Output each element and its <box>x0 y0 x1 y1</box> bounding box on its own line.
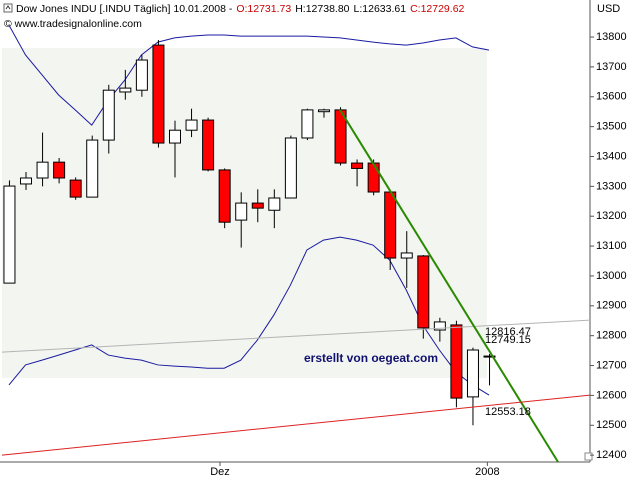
menu-icon-glyph <box>5 5 11 10</box>
y-tick-label: 12400 <box>596 449 627 461</box>
x-tick-label: 2008 <box>475 466 499 478</box>
candle-body <box>400 252 413 259</box>
y-tick-label: 13700 <box>596 61 627 73</box>
resize-handle[interactable] <box>584 452 593 461</box>
x-tick-label: Dez <box>210 466 230 478</box>
candle-body <box>268 197 281 211</box>
currency-label: USD <box>597 3 620 15</box>
candle-body <box>417 255 430 329</box>
candle-body <box>86 139 99 198</box>
y-tick-label: 13100 <box>596 240 627 252</box>
candle-body <box>466 349 479 398</box>
bollinger-band <box>8 24 490 126</box>
y-tick-label: 12800 <box>596 330 627 342</box>
y-tick-label: 13600 <box>596 91 627 103</box>
candle-body <box>450 324 463 399</box>
candle-body <box>20 177 33 185</box>
y-tick-label: 13500 <box>596 121 627 133</box>
candle-body <box>218 169 231 223</box>
candle-body <box>367 162 380 193</box>
candle-body <box>384 191 397 259</box>
candle-body <box>235 202 248 221</box>
candle-body <box>53 161 66 179</box>
candle-body <box>119 87 132 93</box>
candle-body <box>102 89 115 141</box>
candle-body <box>483 355 496 358</box>
y-tick-label: 13000 <box>596 270 627 282</box>
y-tick-label: 12500 <box>596 419 627 431</box>
menu-icon[interactable] <box>3 3 13 13</box>
candle-body <box>152 44 165 144</box>
candle-body <box>317 109 330 113</box>
line-value-label: 12816.47 <box>485 326 531 338</box>
chart-subtitle: © www.tradesignalonline.com <box>4 18 142 30</box>
y-tick-label: 12700 <box>596 359 627 371</box>
candle-body <box>433 321 446 331</box>
candle-body <box>251 202 264 209</box>
candle-body <box>69 179 82 198</box>
y-tick-label: 13200 <box>596 210 627 222</box>
candle-body <box>135 59 148 91</box>
trend-line <box>1 394 591 456</box>
watermark: erstellt von oegeat.com <box>304 351 438 365</box>
y-tick-label: 13400 <box>596 150 627 162</box>
y-tick-label: 13800 <box>596 31 627 43</box>
y-tick-label: 12900 <box>596 300 627 312</box>
y-tick-label: 12600 <box>596 389 627 401</box>
title-part: Dow Jones INDU [.INDU Täglich] 10.01.200… <box>16 3 233 15</box>
candle-body <box>3 185 16 284</box>
candle-body <box>36 161 49 179</box>
candle-body <box>301 109 314 139</box>
y-tick-label: 13300 <box>596 180 627 192</box>
line-value-label: 12553.18 <box>485 406 531 418</box>
candle-body <box>284 137 297 199</box>
title-part: L:12633.61 <box>354 3 407 15</box>
bollinger-band <box>8 236 490 396</box>
candle-body <box>185 119 198 131</box>
line-value-label: 12749.15 <box>485 334 531 346</box>
candle-body <box>351 162 364 169</box>
candle-body <box>168 129 181 144</box>
title-part: O:12731.73 <box>236 3 291 15</box>
title-part: H:12738.80 <box>295 3 349 15</box>
candle-body <box>202 119 215 171</box>
title-part: C:12729.62 <box>410 3 464 15</box>
trend-line <box>1 319 591 353</box>
chart-title: Dow Jones INDU [.INDU Täglich] 10.01.200… <box>16 3 465 15</box>
trend-line <box>339 109 559 463</box>
